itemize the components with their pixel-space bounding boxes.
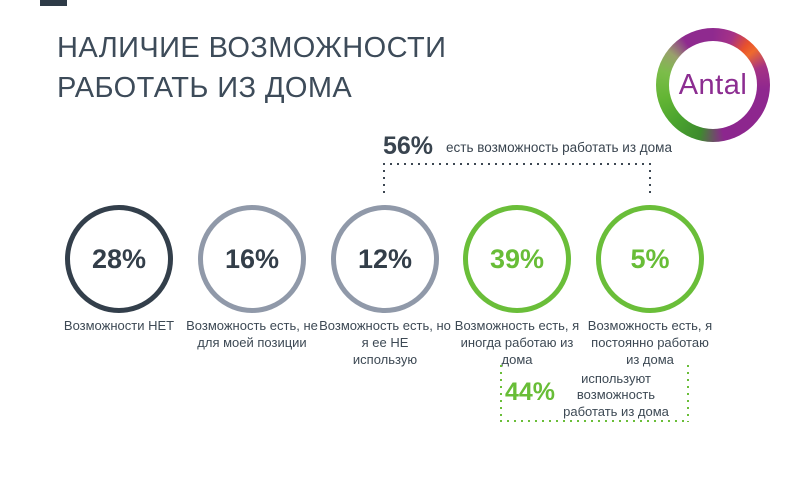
- bracket-bottom-horizontal: [500, 420, 689, 422]
- circle-sometimes: 39%: [463, 205, 571, 313]
- circle-not-for-position: 16%: [198, 205, 306, 313]
- bracket-top-left-leg: [383, 163, 385, 197]
- bracket-bottom-right-leg: [687, 365, 689, 422]
- annotation-bottom-value: 44%: [505, 378, 556, 406]
- circle-value: 12%: [357, 243, 413, 274]
- logo-wordmark: Antal: [678, 68, 748, 101]
- circle-label-sometimes: Возможность есть, я иногда работаю из до…: [454, 318, 580, 368]
- bracket-top-right-leg: [649, 163, 651, 197]
- circle-label-not-used: Возможность есть, но я ее НЕ использую: [319, 318, 451, 368]
- circle-value: 28%: [91, 243, 147, 274]
- corner-mark: [40, 0, 67, 6]
- circle-value: 5%: [630, 243, 670, 274]
- circle-value: 16%: [224, 243, 280, 274]
- circle-always: 5%: [596, 205, 704, 313]
- circle-value: 39%: [489, 243, 545, 274]
- circle-label-always: Возможность есть, я постоянно работаю из…: [587, 318, 713, 368]
- antal-logo: Antal: [656, 28, 770, 142]
- circle-label-not-for-position: Возможность есть, не для моей позиции: [186, 318, 318, 351]
- logo-ring-hole: [669, 41, 757, 129]
- annotation-top-label: есть возможность работать из дома: [446, 140, 672, 155]
- circle-not-used: 12%: [331, 205, 439, 313]
- circle-no-option: 28%: [65, 205, 173, 313]
- bracket-bottom-left-leg: [500, 365, 502, 422]
- page-title: НАЛИЧИЕ ВОЗМОЖНОСТИ РАБОТАТЬ ИЗ ДОМА: [57, 32, 447, 105]
- annotation-bottom-label: используют возможность работать из дома: [563, 371, 669, 419]
- annotation-top-value: 56%: [383, 132, 434, 160]
- circle-label-no-option: Возможности НЕТ: [63, 318, 175, 333]
- bracket-top-horizontal: [383, 163, 651, 165]
